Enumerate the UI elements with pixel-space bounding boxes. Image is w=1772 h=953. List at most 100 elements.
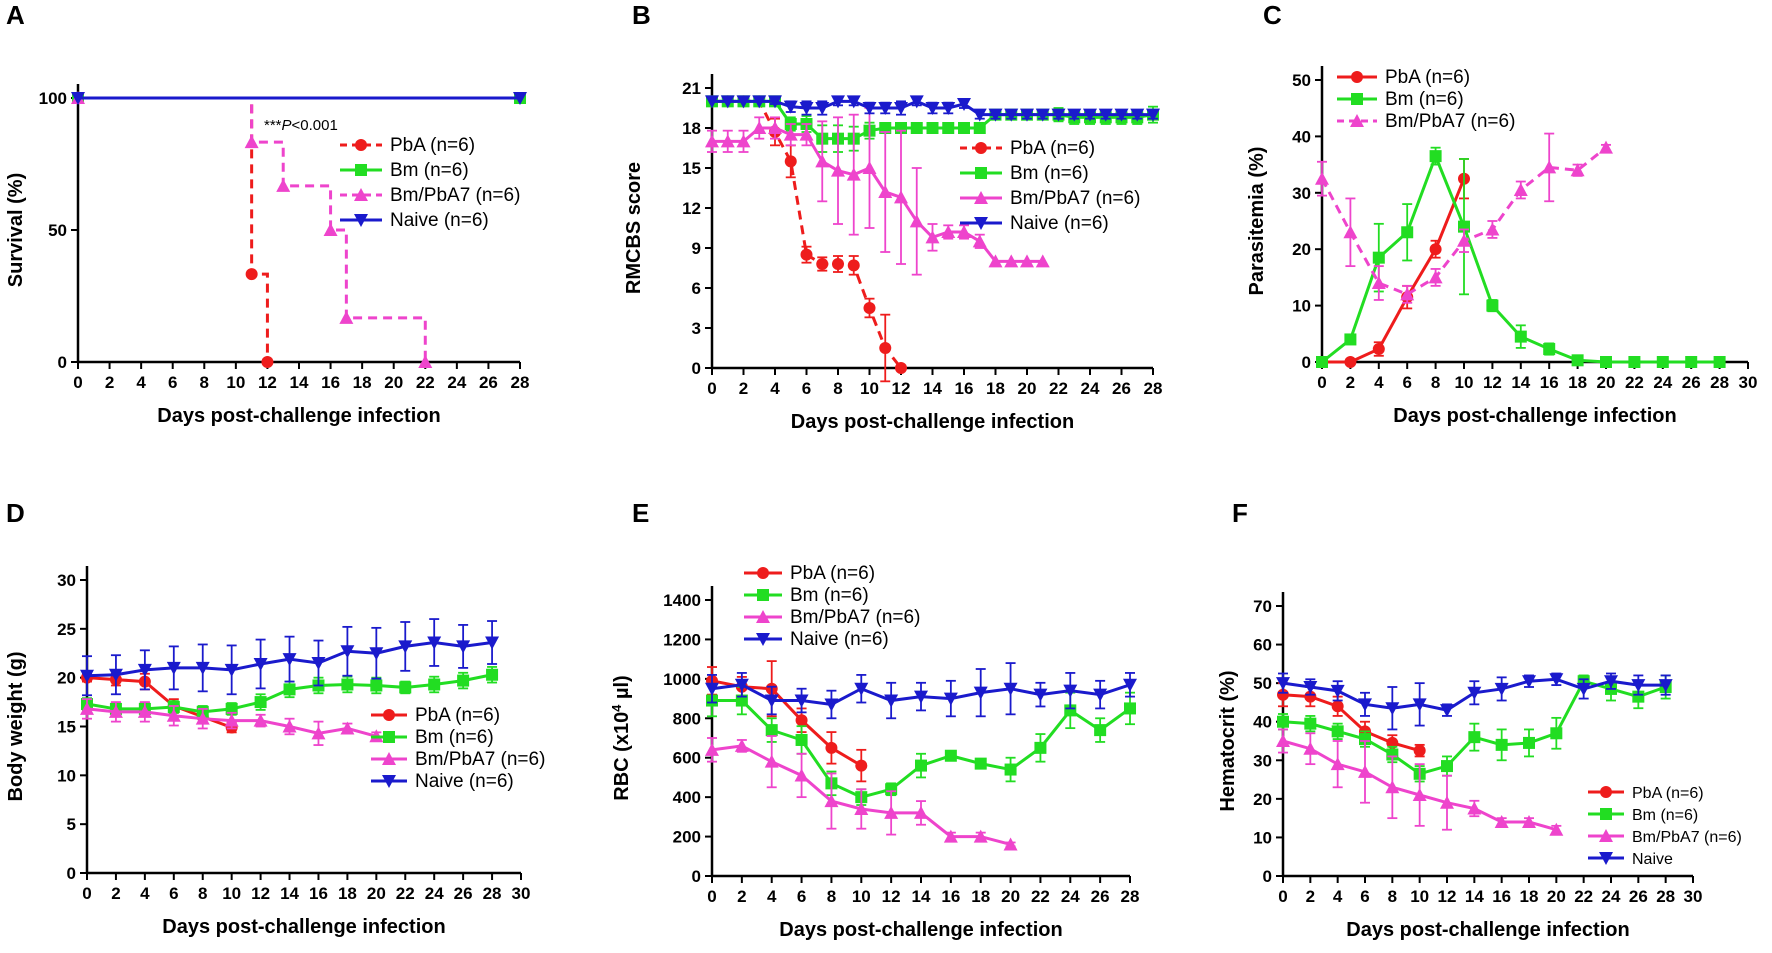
y-tick-label: 50 [1253, 674, 1272, 693]
data-point [879, 342, 892, 354]
data-point [1631, 679, 1646, 693]
legend-label: Bm (n=6) [390, 160, 469, 181]
x-tick-label: 28 [1144, 379, 1163, 398]
data-point [752, 95, 767, 109]
legend-label: Bm (n=6) [1385, 89, 1464, 110]
x-tick-label: 12 [1438, 887, 1457, 906]
legend-marker [757, 589, 769, 601]
data-point [972, 108, 987, 122]
data-point [705, 682, 719, 696]
x-tick-label: 2 [111, 884, 120, 903]
data-point [418, 355, 433, 368]
data-point [311, 657, 326, 671]
data-point [765, 724, 778, 737]
data-point [941, 102, 956, 115]
x-tick-label: 4 [1374, 373, 1384, 392]
data-point [1316, 356, 1328, 368]
x-tick-label: 2 [105, 373, 114, 392]
x-tick-label: 12 [892, 379, 911, 398]
x-tick-label: 22 [1625, 373, 1644, 392]
data-point [1550, 727, 1563, 740]
data-point [895, 362, 907, 374]
legend-marker [1351, 71, 1363, 83]
y-tick-label: 0 [58, 353, 67, 372]
data-point [705, 95, 719, 109]
x-tick-label: 6 [797, 887, 806, 906]
series-bm-pba7-n-6 [1276, 728, 1564, 836]
data-point [1494, 815, 1509, 828]
data-point [800, 248, 813, 261]
data-point [863, 302, 876, 314]
panel-f: F0 2 4 6 8 10 12 14 16 18 20 22 24 26 28 30010203040506… [1217, 498, 1742, 941]
x-tick-label: 28 [1121, 887, 1140, 906]
panel-b: B0 2 4 6 8 10 12 14 16 18 20 22 24 26 28036912151821Da… [623, 0, 1162, 433]
data-point [825, 741, 838, 754]
data-point [764, 754, 779, 768]
data-point [224, 713, 239, 727]
x-tick-label: 4 [1333, 887, 1343, 906]
x-tick-label: 8 [198, 884, 207, 903]
data-point [1303, 681, 1318, 694]
legend-label: PbA (n=6) [790, 563, 875, 584]
data-point [783, 127, 798, 141]
data-point [253, 657, 268, 671]
data-point [1656, 356, 1669, 368]
x-tick-label: 6 [169, 884, 178, 903]
data-point [957, 98, 971, 111]
data-point [1523, 736, 1535, 749]
data-point [720, 95, 735, 109]
y-tick-label: 12 [682, 199, 701, 218]
data-point [428, 678, 441, 691]
data-point [1067, 108, 1082, 122]
y-tick-label: 400 [673, 788, 701, 807]
legend-marker [383, 731, 395, 743]
data-point [427, 636, 442, 650]
data-point [1599, 140, 1613, 154]
x-tick-label: 20 [1001, 887, 1020, 906]
data-point [1386, 748, 1399, 761]
x-tick-label: 14 [290, 373, 309, 392]
data-point [1064, 704, 1077, 717]
x-tick-label: 10 [1455, 373, 1474, 392]
data-point [1401, 226, 1414, 239]
data-point [1412, 698, 1427, 712]
data-point [398, 640, 413, 654]
data-point [1051, 108, 1066, 122]
x-tick-label: 6 [168, 373, 177, 392]
data-point [705, 134, 719, 148]
x-tick-label: 20 [1018, 379, 1037, 398]
data-point [752, 121, 767, 134]
x-tick-label: 4 [140, 884, 150, 903]
data-point [1034, 741, 1047, 754]
x-tick-label: 24 [1602, 887, 1621, 906]
x-tick-label: 24 [425, 884, 444, 903]
data-point [943, 692, 958, 706]
legend: PbA (n=6)Bm (n=6)Bm/PbA7 (n=6) [1337, 67, 1515, 132]
data-point [862, 102, 877, 115]
y-tick-label: 30 [1292, 184, 1311, 203]
data-point [1400, 287, 1415, 301]
data-point [1372, 251, 1385, 264]
data-point [1685, 356, 1698, 368]
legend-label: Naive (n=6) [390, 210, 489, 231]
legend-marker [756, 610, 770, 623]
data-point [1543, 343, 1556, 356]
y-tick-label: 20 [57, 669, 76, 688]
x-tick-label: 16 [955, 379, 974, 398]
x-tick-label: 28 [511, 373, 530, 392]
x-axis-title: Days post-challenge infection [157, 405, 440, 427]
data-point [340, 645, 355, 659]
y-tick-label: 21 [682, 79, 701, 98]
data-point [1413, 744, 1426, 757]
x-tick-label: 16 [309, 884, 328, 903]
series-bm-pba7-n-6 [705, 735, 1018, 851]
x-tick-label: 16 [1492, 887, 1511, 906]
x-tick-label: 16 [941, 887, 960, 906]
y-tick-label: 25 [57, 620, 76, 639]
legend-label: Bm (n=6) [415, 727, 494, 748]
data-point [941, 225, 956, 238]
y-tick-label: 30 [1253, 751, 1272, 770]
data-point [1098, 108, 1113, 122]
data-point [224, 663, 239, 677]
